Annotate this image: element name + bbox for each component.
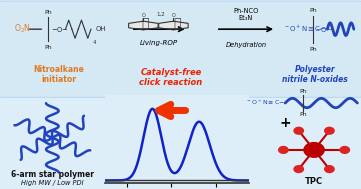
Text: O: O (171, 13, 175, 18)
Circle shape (304, 143, 324, 157)
Text: 4: 4 (92, 40, 96, 45)
Text: $-$O$-$: $-$O$-$ (315, 25, 334, 34)
Circle shape (294, 166, 303, 173)
Text: 1,2: 1,2 (157, 12, 165, 17)
Circle shape (325, 127, 334, 134)
Text: Ph: Ph (299, 112, 307, 117)
Circle shape (325, 166, 334, 173)
Text: O: O (142, 13, 145, 18)
Text: Nitroalkane
initiator: Nitroalkane initiator (33, 65, 84, 84)
Polygon shape (159, 21, 188, 30)
Text: Living-ROP: Living-ROP (140, 40, 178, 46)
Text: High MW / Low PDI: High MW / Low PDI (21, 180, 84, 186)
Text: $-$O$-$: $-$O$-$ (51, 25, 69, 34)
Text: Ph: Ph (299, 89, 307, 94)
Text: Ph-NCO
Et₃N: Ph-NCO Et₃N (233, 8, 258, 21)
Text: OH: OH (96, 26, 106, 32)
Text: O$_2$N: O$_2$N (14, 23, 31, 35)
Circle shape (340, 146, 349, 153)
Text: TPC: TPC (305, 177, 323, 186)
Text: 6-arm star polymer: 6-arm star polymer (11, 170, 94, 179)
Text: Ph: Ph (44, 45, 52, 50)
Text: Ph: Ph (44, 10, 52, 15)
Circle shape (279, 146, 288, 153)
Polygon shape (129, 21, 158, 30)
Circle shape (294, 127, 303, 134)
Text: Ph: Ph (309, 8, 317, 13)
Text: $^-$O$^+$N$\equiv$C$-$: $^-$O$^+$N$\equiv$C$-$ (246, 99, 285, 108)
FancyBboxPatch shape (0, 1, 361, 97)
Text: Catalyst-free
click reaction: Catalyst-free click reaction (139, 68, 203, 87)
Text: +: + (279, 115, 291, 130)
Text: Dehydration: Dehydration (225, 42, 266, 48)
Text: $^-$O$^+$N$\equiv$C$-$: $^-$O$^+$N$\equiv$C$-$ (283, 24, 327, 34)
Text: Polyester
nitrile N-oxides: Polyester nitrile N-oxides (282, 65, 348, 84)
Text: ⌾: ⌾ (173, 17, 181, 30)
Text: ⌾: ⌾ (142, 17, 149, 30)
Text: Ph: Ph (309, 47, 317, 52)
